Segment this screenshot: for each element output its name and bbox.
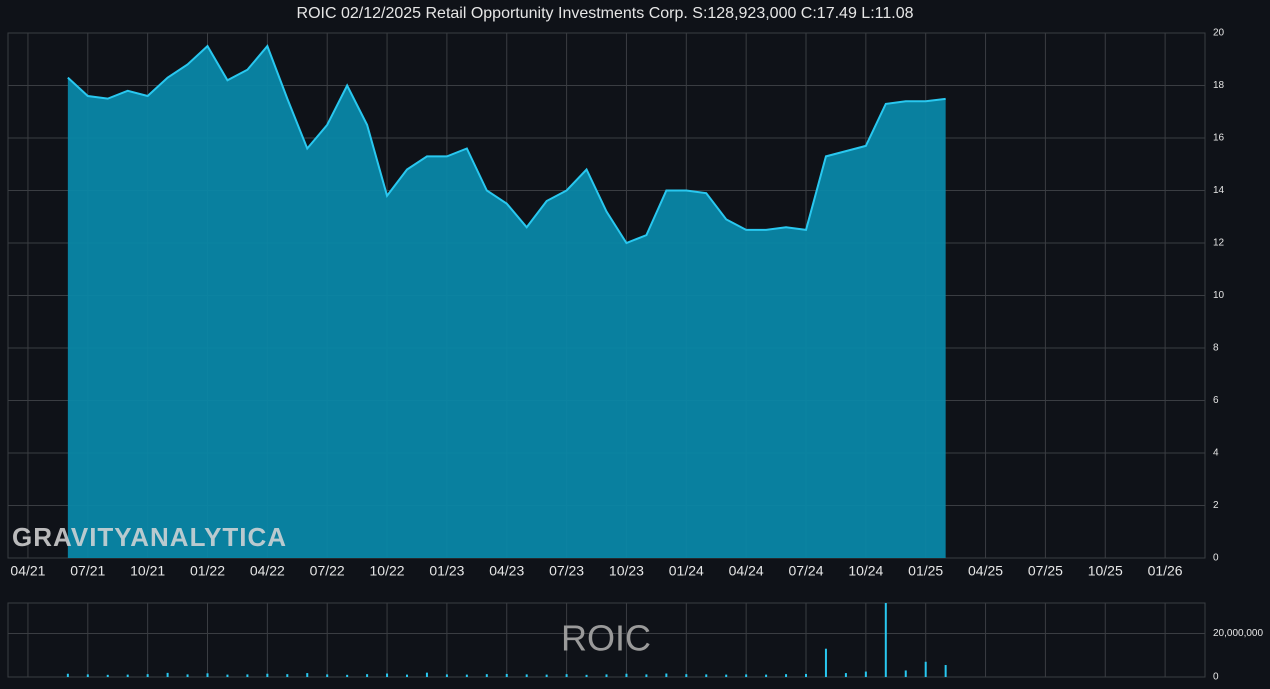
volume-bar [306,673,309,677]
volume-bar [166,672,169,677]
y-tick-label: 2 [1213,500,1219,511]
volume-bar [884,603,887,677]
volume-bar [465,674,468,677]
volume-bar [425,672,428,677]
volume-bar [625,673,628,677]
volume-bar [66,673,69,677]
volume-bar [386,673,389,677]
y-tick-label: 8 [1213,343,1219,354]
y-tick-label: 12 [1213,238,1225,249]
y-tick-label: 14 [1213,185,1225,196]
volume-bar [266,673,269,677]
y-tick-label: 6 [1213,395,1219,406]
y-tick-label: 18 [1213,80,1225,91]
volume-bar [565,674,568,677]
y-tick-label: 0 [1213,672,1219,683]
x-tick-label: 01/22 [190,563,225,579]
volume-bar [824,648,827,677]
x-tick-label: 07/23 [549,563,584,579]
volume-bar [126,674,129,677]
volume-bar [585,674,588,677]
price-area [67,46,946,558]
x-tick-label: 07/22 [310,563,345,579]
volume-bar [645,674,648,677]
volume-bar [745,674,748,677]
x-tick-label: 10/25 [1088,563,1123,579]
volume-bar [326,674,329,677]
x-tick-label: 07/25 [1028,563,1063,579]
y-tick-label: 10 [1213,290,1225,301]
volume-bar [346,674,349,677]
x-tick-label: 07/24 [788,563,823,579]
volume-bar [864,671,867,677]
x-tick-label: 10/22 [370,563,405,579]
x-tick-label: 10/21 [130,563,165,579]
volume-bar [406,674,408,677]
y-tick-label: 20,000,000 [1213,628,1263,639]
x-tick-label: 10/23 [609,563,644,579]
volume-bar [785,674,788,677]
volume-bar [904,670,907,677]
watermark: GRAVITYANALYTICA [12,522,287,552]
volume-bar [805,673,807,677]
volume-bar [286,674,289,677]
x-tick-label: 04/25 [968,563,1003,579]
y-tick-label: 4 [1213,448,1219,459]
volume-bar [86,674,89,677]
volume-bar [186,674,189,677]
x-tick-label: 01/23 [429,563,464,579]
volume-bar [685,674,688,677]
volume-bar [505,673,508,677]
volume-bar [765,674,768,677]
volume-bar [485,674,488,677]
volume-bar [206,673,209,677]
price-line [67,44,946,245]
x-tick-label: 04/23 [489,563,524,579]
y-tick-label: 0 [1213,553,1219,564]
x-tick-label: 10/24 [848,563,883,579]
volume-bar [665,673,668,677]
x-tick-label: 07/21 [70,563,105,579]
volume-bar [924,661,927,677]
x-tick-label: 04/22 [250,563,285,579]
volume-bar [545,674,548,677]
volume-bar [944,665,947,677]
volume-bar [226,674,229,677]
x-tick-label: 04/21 [10,563,45,579]
y-tick-label: 20 [1213,28,1225,39]
volume-bar [445,674,448,677]
y-tick-label: 16 [1213,133,1225,144]
volume-bar [705,674,708,677]
volume-bar [106,674,109,677]
volume-bar [605,674,608,677]
volume-bar [844,673,847,677]
x-tick-label: 01/26 [1148,563,1183,579]
x-tick-label: 01/25 [908,563,943,579]
watermark: ROIC [561,618,651,659]
volume-bar [246,674,249,677]
volume-bar [725,674,728,677]
volume-bar [366,674,369,677]
volume-bar [146,674,149,677]
chart-title: ROIC 02/12/2025 Retail Opportunity Inves… [297,5,914,22]
volume-bar [525,674,528,677]
x-tick-label: 01/24 [669,563,704,579]
x-tick-label: 04/24 [729,563,764,579]
